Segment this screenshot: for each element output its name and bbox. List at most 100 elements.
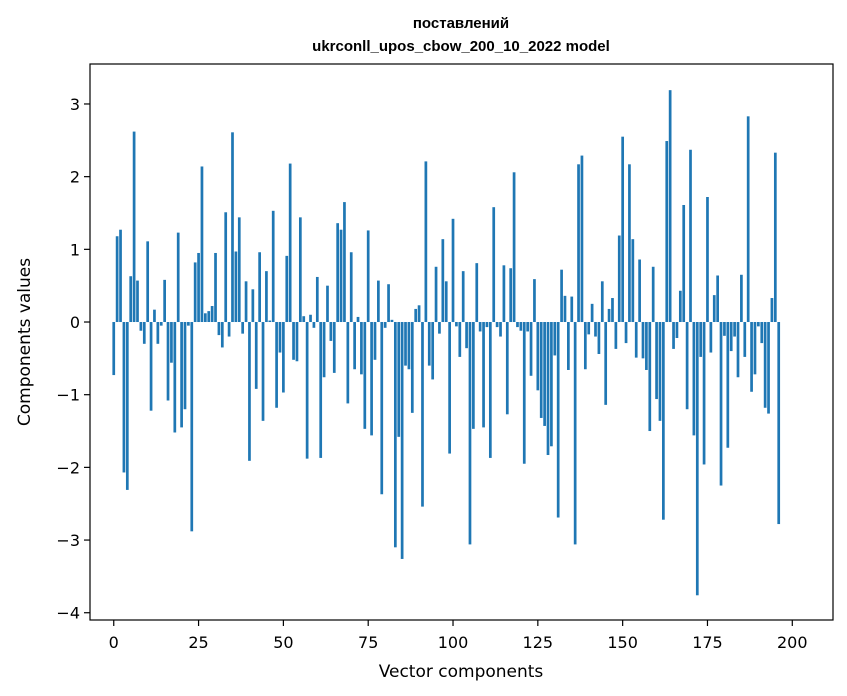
bar-177 xyxy=(712,295,716,323)
bar-61 xyxy=(319,322,323,458)
bar-97 xyxy=(441,239,445,323)
x-axis-ticks: 0 25 50 75 100 125 150 175 200 xyxy=(109,620,808,652)
bar-136 xyxy=(573,322,577,545)
bar-51 xyxy=(285,255,289,323)
bar-172 xyxy=(695,322,699,596)
bar-126 xyxy=(539,322,543,418)
bar-55 xyxy=(298,217,302,323)
x-tick-label-200: 200 xyxy=(777,633,808,652)
x-axis-label: Vector components xyxy=(379,662,544,682)
bar-167 xyxy=(678,290,682,323)
bar-176 xyxy=(709,322,713,353)
bar-28 xyxy=(207,311,211,323)
bar-109 xyxy=(482,322,485,428)
bar-118 xyxy=(512,172,516,323)
bar-42 xyxy=(254,322,258,389)
bar-115 xyxy=(502,265,506,323)
bar-69 xyxy=(346,322,350,404)
bar-188 xyxy=(750,322,753,392)
bar-89 xyxy=(414,308,418,323)
chart-title-line-2: ukrconll_upos_cbow_200_10_2022 model xyxy=(312,38,610,55)
bar-187 xyxy=(746,116,750,323)
x-tick-label-25: 25 xyxy=(188,633,208,652)
bar-164 xyxy=(668,90,672,323)
bar-94 xyxy=(431,322,435,380)
bar-151 xyxy=(624,322,628,344)
bar-138 xyxy=(580,155,584,323)
bar-25 xyxy=(197,252,200,323)
bar-30 xyxy=(214,252,217,323)
bar-86 xyxy=(404,322,407,366)
bar-166 xyxy=(675,322,679,338)
bar-18 xyxy=(173,322,177,433)
bar-1 xyxy=(115,236,119,323)
bar-31 xyxy=(217,322,221,336)
bar-81 xyxy=(387,284,390,323)
bar-80 xyxy=(383,322,387,328)
bar-50 xyxy=(282,322,285,393)
bar-132 xyxy=(560,269,563,323)
y-tick-label-5: −2 xyxy=(56,458,80,477)
bar-181 xyxy=(726,322,730,448)
x-tick-label-150: 150 xyxy=(607,633,638,652)
bar-63 xyxy=(326,285,329,323)
bar-27 xyxy=(203,313,207,323)
y-tick-label-2: 1 xyxy=(70,240,80,259)
y-tick-label-7: −4 xyxy=(56,604,80,623)
bar-40 xyxy=(248,322,251,461)
bar-134 xyxy=(567,322,570,370)
bar-110 xyxy=(485,322,489,328)
bar-23 xyxy=(190,322,194,532)
bar-139 xyxy=(583,322,587,370)
bar-141 xyxy=(590,303,594,323)
bar-21 xyxy=(183,322,187,410)
bar-105 xyxy=(468,322,472,545)
bar-104 xyxy=(465,322,468,349)
bar-180 xyxy=(723,322,726,336)
bar-45 xyxy=(265,271,268,323)
bar-73 xyxy=(360,322,363,375)
bar-32 xyxy=(220,322,224,348)
bar-183 xyxy=(733,322,736,337)
bar-39 xyxy=(244,281,248,323)
bar-44 xyxy=(261,322,265,421)
bar-120 xyxy=(519,322,523,331)
y-tick-label-0: 3 xyxy=(70,95,80,114)
bar-65 xyxy=(332,322,336,373)
bar-19 xyxy=(176,232,180,323)
bar-171 xyxy=(692,322,696,436)
bars-group xyxy=(112,90,781,596)
bar-82 xyxy=(390,319,394,323)
bar-168 xyxy=(682,205,686,323)
bar-161 xyxy=(658,322,662,421)
bar-111 xyxy=(488,322,492,458)
bar-49 xyxy=(278,322,282,353)
bar-124 xyxy=(533,279,536,323)
chart-title-line-1: поставлений xyxy=(413,15,509,32)
bar-179 xyxy=(719,322,723,486)
bar-191 xyxy=(760,322,764,344)
bar-87 xyxy=(407,322,411,370)
bar-169 xyxy=(685,322,689,410)
bar-11 xyxy=(149,322,153,411)
bar-129 xyxy=(550,322,553,447)
y-tick-label-6: −3 xyxy=(56,531,80,550)
bar-60 xyxy=(315,276,319,323)
x-tick-label-75: 75 xyxy=(358,633,378,652)
bar-92 xyxy=(424,161,428,323)
bar-88 xyxy=(410,322,414,413)
bar-101 xyxy=(455,322,458,327)
bar-54 xyxy=(295,322,299,362)
bar-0 xyxy=(112,322,116,376)
bar-112 xyxy=(492,207,496,323)
bar-36 xyxy=(234,251,238,323)
bar-145 xyxy=(604,322,608,405)
bar-117 xyxy=(509,268,513,323)
bar-35 xyxy=(231,132,234,323)
bar-9 xyxy=(142,322,146,344)
bar-62 xyxy=(322,322,326,378)
bar-71 xyxy=(353,322,356,370)
bar-77 xyxy=(373,322,377,360)
bar-113 xyxy=(495,322,499,328)
